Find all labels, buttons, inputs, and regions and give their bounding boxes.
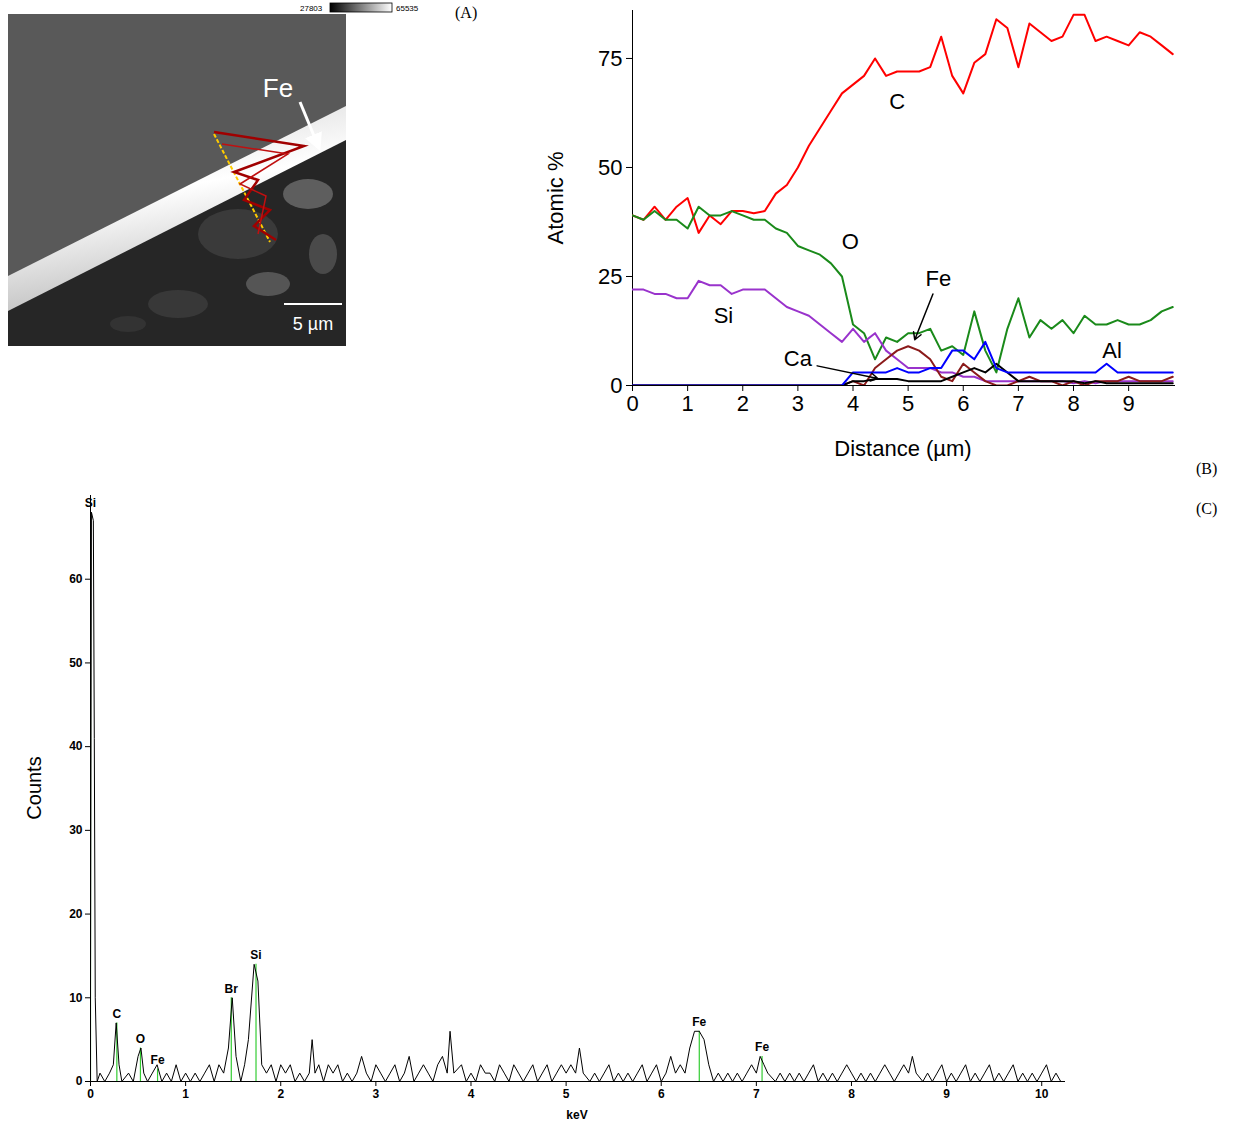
svg-text:5: 5 (902, 391, 914, 416)
svg-text:Si: Si (714, 303, 734, 328)
html-text:(B): (B) (1196, 460, 1218, 477)
html-text:keV: keV (566, 1108, 588, 1122)
svg-text:4: 4 (847, 391, 859, 416)
svg-text:9: 9 (1123, 391, 1135, 416)
svg-text:Si: Si (85, 496, 96, 510)
svg-text:Si: Si (250, 948, 261, 962)
svg-text:65535: 65535 (396, 4, 419, 13)
svg-text:O: O (136, 1032, 145, 1046)
svg-text:6: 6 (957, 391, 969, 416)
svg-text:2: 2 (277, 1087, 284, 1101)
svg-text:0: 0 (87, 1087, 94, 1101)
svg-text:5: 5 (563, 1087, 570, 1101)
svg-text:7: 7 (753, 1087, 760, 1101)
html-text:Counts: Counts (22, 756, 45, 820)
svg-text:4: 4 (468, 1087, 475, 1101)
svg-text:C: C (113, 1007, 122, 1021)
svg-text:0: 0 (610, 373, 622, 398)
svg-text:C: C (889, 89, 905, 114)
svg-text:20: 20 (69, 907, 83, 921)
svg-text:2: 2 (737, 391, 749, 416)
svg-text:27803: 27803 (300, 4, 323, 13)
svg-text:Fe: Fe (692, 1015, 706, 1029)
svg-text:9: 9 (943, 1087, 950, 1101)
svg-text:3: 3 (373, 1087, 380, 1101)
svg-text:30: 30 (69, 823, 83, 837)
html-text:Distance (µm): Distance (µm) (834, 436, 972, 461)
svg-text:50: 50 (69, 656, 83, 670)
svg-text:50: 50 (598, 155, 622, 180)
html-text:Atomic %: Atomic % (543, 151, 568, 245)
svg-text:Fe: Fe (151, 1053, 165, 1067)
svg-text:Fe: Fe (263, 73, 293, 103)
svg-text:1: 1 (182, 1087, 189, 1101)
html-text:(A): (A) (455, 4, 478, 21)
svg-text:Fe: Fe (755, 1040, 769, 1054)
svg-text:Br: Br (225, 982, 239, 996)
svg-text:3: 3 (792, 391, 804, 416)
svg-text:6: 6 (658, 1087, 665, 1101)
svg-text:60: 60 (69, 572, 83, 586)
svg-text:1: 1 (682, 391, 694, 416)
svg-text:25: 25 (598, 264, 622, 289)
svg-text:75: 75 (598, 46, 622, 71)
svg-text:0: 0 (626, 391, 638, 416)
svg-text:8: 8 (848, 1087, 855, 1101)
svg-text:5 µm: 5 µm (293, 314, 333, 334)
svg-text:10: 10 (1035, 1087, 1049, 1101)
svg-text:7: 7 (1012, 391, 1024, 416)
svg-text:8: 8 (1067, 391, 1079, 416)
svg-text:Al: Al (1102, 338, 1122, 363)
svg-text:O: O (842, 229, 859, 254)
svg-text:0: 0 (76, 1074, 83, 1088)
html-text:(C): (C) (1196, 500, 1218, 517)
svg-text:40: 40 (69, 739, 83, 753)
svg-text:10: 10 (69, 991, 83, 1005)
svg-text:Fe: Fe (926, 266, 952, 291)
svg-text:Ca: Ca (784, 346, 813, 371)
